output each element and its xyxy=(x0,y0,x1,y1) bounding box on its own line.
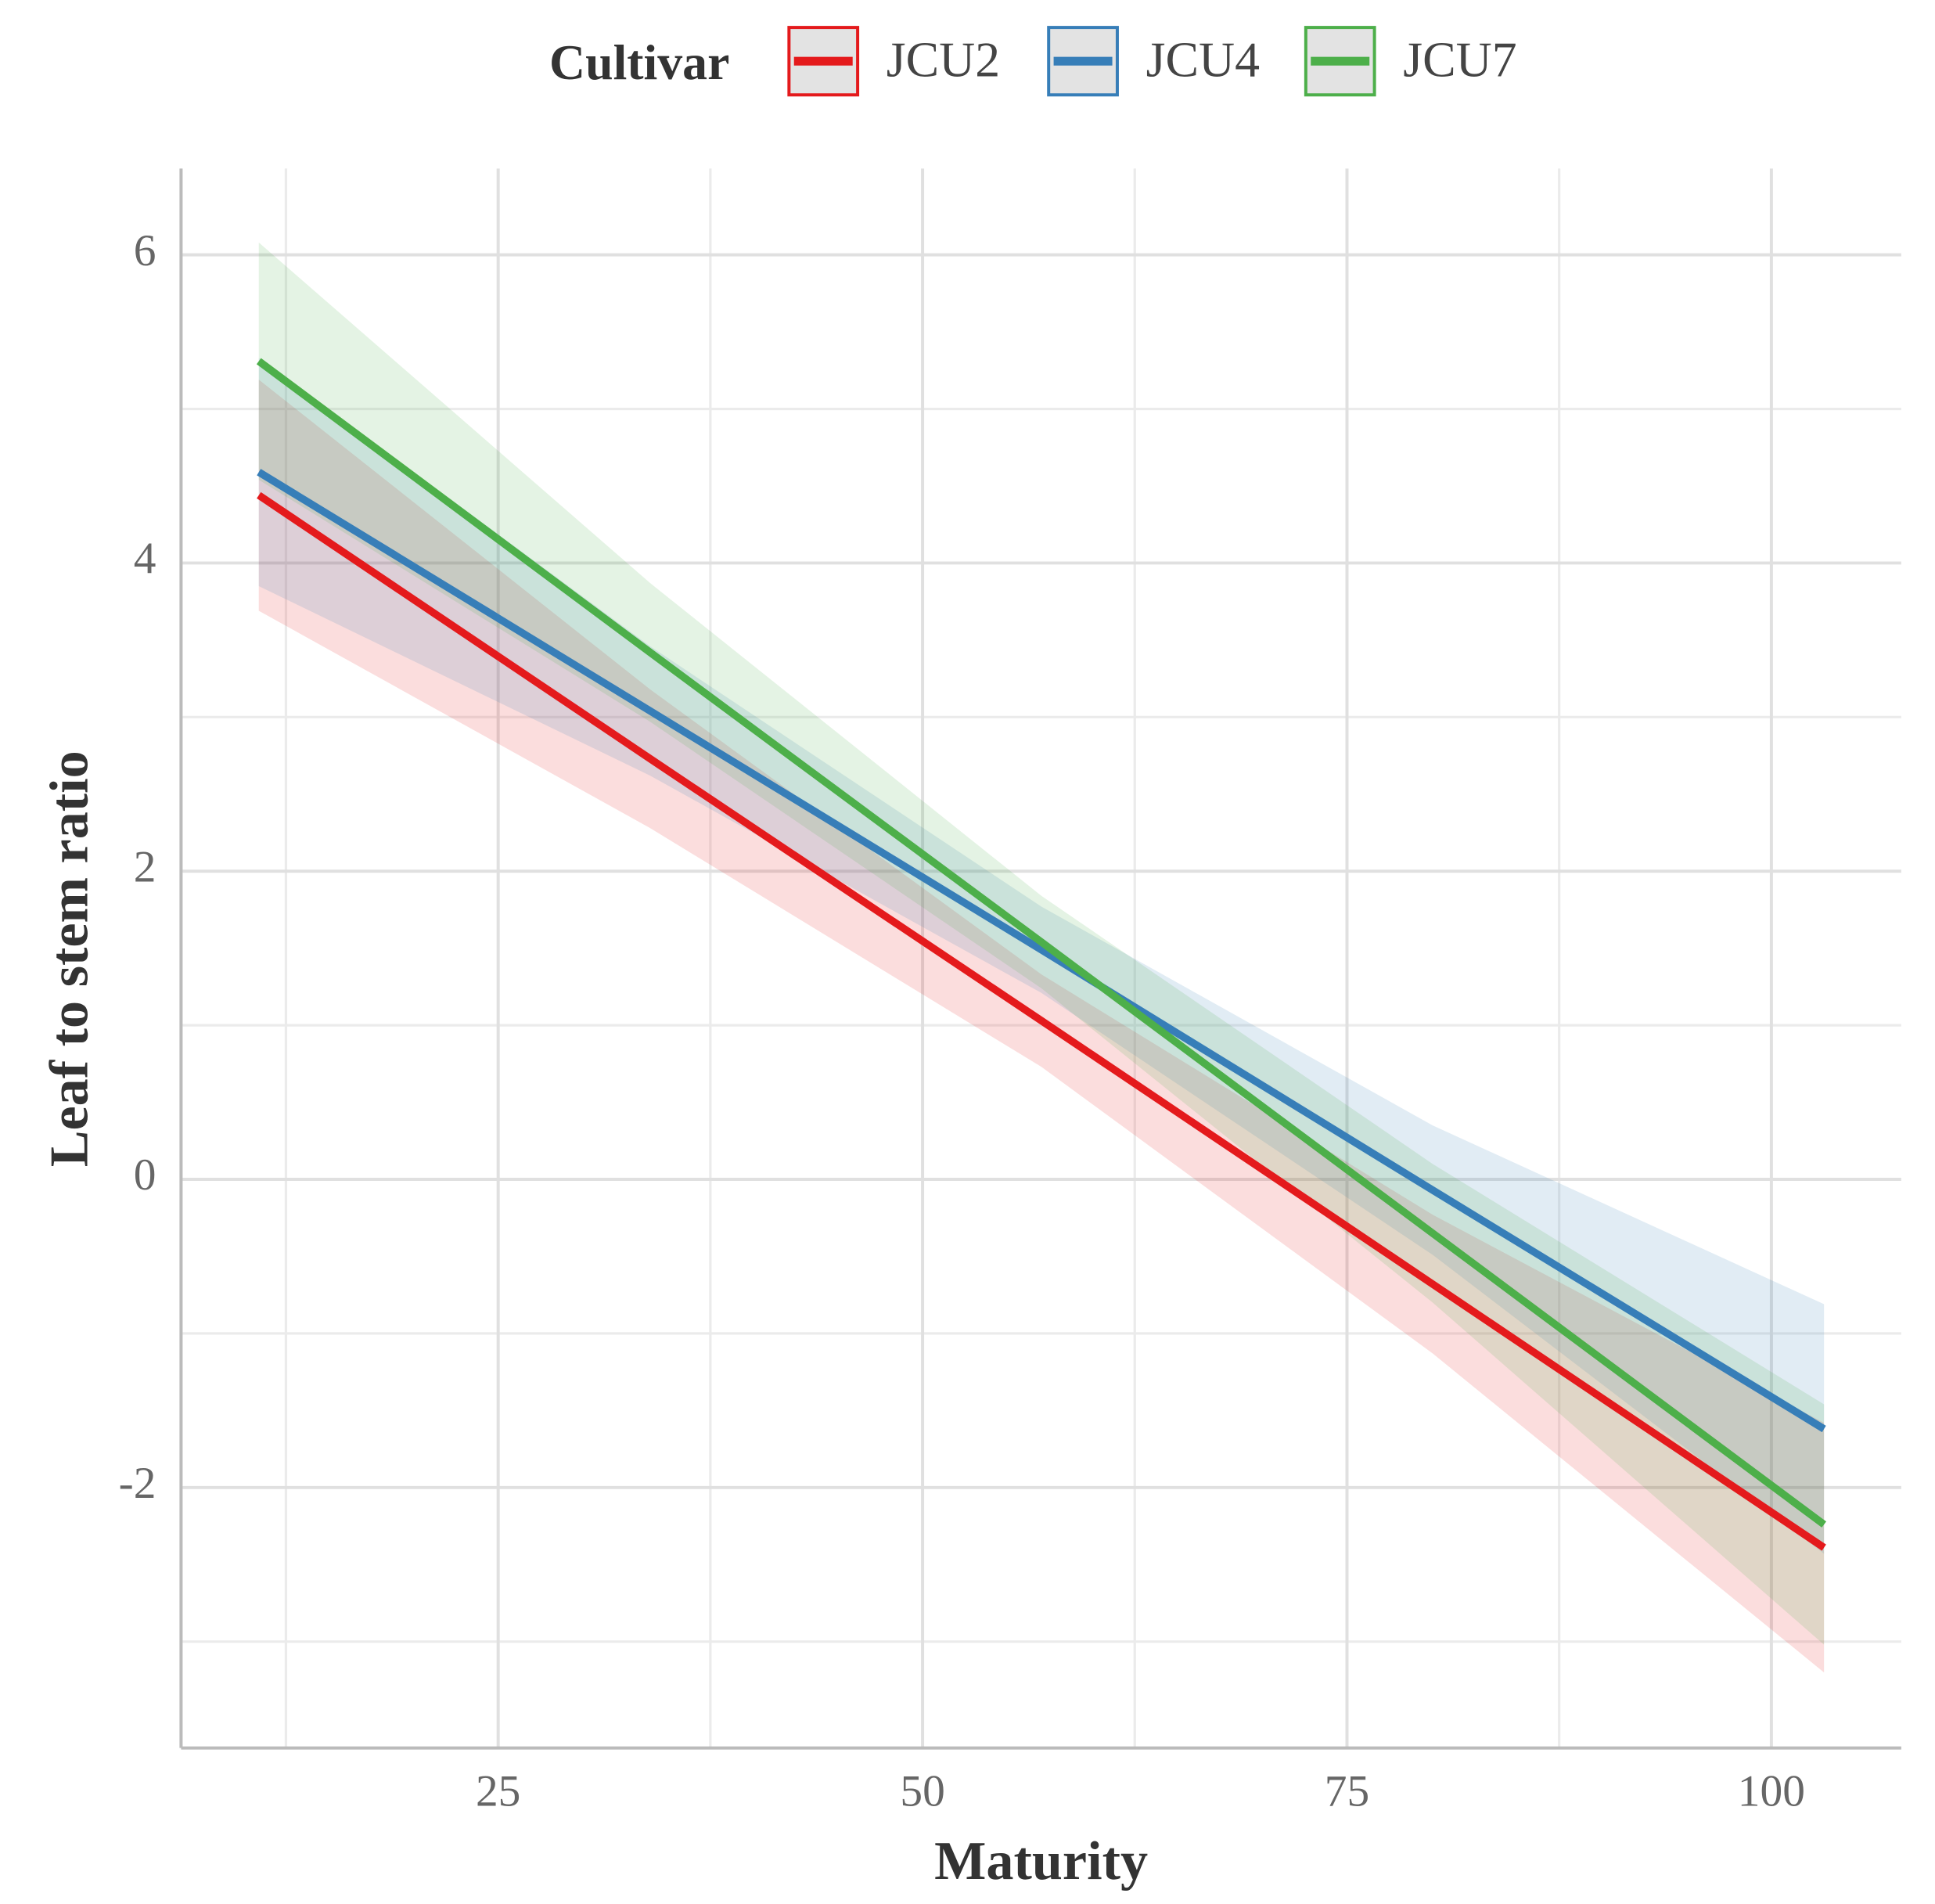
y-tick-label: -2 xyxy=(119,1459,156,1508)
fit-line xyxy=(257,491,1826,1551)
y-tick-label: 4 xyxy=(134,534,156,584)
x-tick-label: 100 xyxy=(1738,1766,1805,1816)
legend-title: Cultivar xyxy=(549,34,729,90)
y-tick-label: 6 xyxy=(134,226,156,275)
x-tick-label: 50 xyxy=(900,1766,944,1816)
legend-label: JCU4 xyxy=(1146,32,1260,88)
y-tick-label: 2 xyxy=(134,842,156,891)
fit-line xyxy=(257,469,1826,1433)
y-tick-label: 0 xyxy=(134,1150,156,1200)
x-tick-label: 75 xyxy=(1325,1766,1369,1816)
x-axis-title: Maturity xyxy=(934,1830,1148,1891)
legend-label: JCU7 xyxy=(1403,32,1516,88)
x-tick-label: 25 xyxy=(476,1766,520,1816)
y-axis-title: Leaf to stem ratio xyxy=(39,750,100,1167)
fit-line xyxy=(256,358,1827,1528)
confidence-band xyxy=(258,380,1825,1673)
legend-label: JCU2 xyxy=(887,32,1000,88)
